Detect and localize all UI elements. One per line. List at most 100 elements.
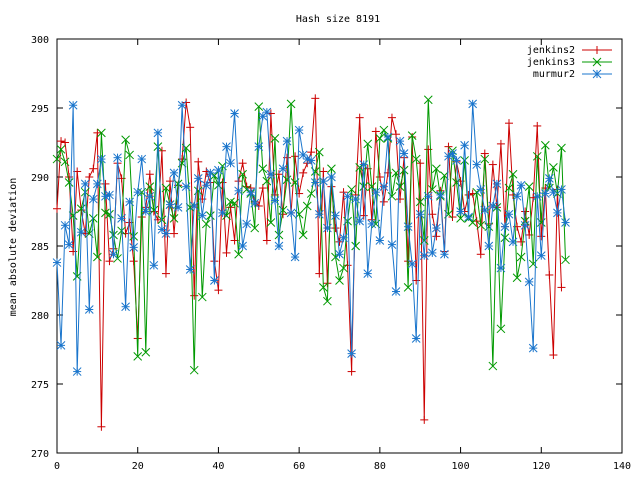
data-point — [484, 241, 494, 251]
data-point — [117, 226, 126, 236]
data-point — [549, 351, 558, 360]
data-point — [262, 107, 272, 117]
data-point — [258, 184, 267, 193]
data-point — [392, 130, 400, 139]
data-point — [88, 194, 98, 204]
data-point — [427, 185, 437, 194]
data-point — [238, 169, 247, 179]
data-point — [423, 191, 433, 201]
data-point — [432, 223, 441, 233]
data-point — [387, 191, 397, 201]
data-point — [517, 237, 526, 246]
data-point — [182, 98, 191, 107]
data-point — [298, 230, 308, 240]
data-point — [335, 249, 344, 259]
data-point — [214, 180, 223, 190]
data-point — [375, 134, 385, 143]
data-point — [452, 178, 461, 187]
data-point — [97, 422, 106, 431]
data-point — [206, 168, 215, 178]
series-line-jenkins2 — [56, 98, 562, 427]
data-point — [464, 190, 473, 199]
data-point — [545, 270, 554, 279]
data-point — [536, 251, 546, 261]
y-tick-label: 285 — [31, 242, 49, 253]
series-jenkins3 — [52, 95, 570, 375]
data-point — [375, 236, 385, 245]
data-point — [549, 162, 558, 172]
data-point — [270, 134, 280, 143]
data-point — [505, 119, 513, 128]
data-point — [524, 277, 534, 287]
data-point — [480, 154, 490, 164]
data-point — [97, 128, 106, 138]
chart-title: Hash size 8191 — [296, 14, 380, 25]
data-point — [521, 207, 530, 216]
data-point — [234, 249, 243, 259]
data-point — [290, 252, 300, 262]
data-point — [396, 195, 405, 204]
data-point — [476, 185, 486, 194]
data-point — [165, 200, 175, 209]
data-point — [101, 179, 110, 188]
data-point — [109, 249, 118, 259]
data-point — [403, 283, 413, 292]
data-point — [339, 188, 348, 197]
y-tick-label: 295 — [31, 104, 49, 115]
data-point — [456, 214, 465, 223]
data-point — [286, 99, 296, 109]
data-point — [214, 165, 223, 175]
data-point — [89, 164, 98, 173]
data-point — [456, 207, 465, 216]
data-point — [355, 216, 365, 226]
data-point — [173, 203, 183, 212]
data-point — [113, 153, 122, 163]
data-point — [274, 241, 284, 251]
data-point — [415, 209, 425, 219]
data-point — [432, 164, 441, 174]
data-point — [238, 241, 247, 251]
data-point — [93, 252, 102, 262]
data-point — [561, 218, 570, 227]
data-point — [319, 283, 328, 292]
data-point — [254, 201, 263, 210]
data-point — [185, 265, 195, 274]
x-tick-label: 20 — [132, 461, 144, 472]
data-point — [210, 276, 219, 285]
series-jenkins2 — [53, 94, 566, 431]
data-point — [137, 154, 147, 164]
data-point — [93, 128, 102, 137]
data-point — [52, 154, 62, 164]
data-point — [557, 143, 566, 153]
data-point — [278, 164, 288, 174]
data-point — [181, 182, 191, 192]
data-point — [532, 151, 542, 161]
data-point — [452, 156, 461, 165]
legend-label-jenkins2: jenkins2 — [527, 45, 575, 56]
series-line-murmur2 — [56, 103, 566, 372]
data-point — [359, 211, 368, 220]
x-tick-label: 120 — [532, 461, 550, 472]
data-point — [335, 276, 344, 285]
data-point — [201, 219, 211, 229]
data-point — [84, 305, 94, 314]
data-point — [310, 178, 320, 187]
data-point — [161, 183, 171, 193]
data-point — [307, 148, 316, 157]
data-point — [250, 223, 260, 233]
data-point — [170, 229, 179, 238]
data-point — [137, 213, 146, 222]
data-point — [496, 263, 506, 273]
data-point — [468, 99, 478, 109]
data-point — [440, 249, 449, 259]
x-tick-label: 80 — [374, 461, 386, 472]
data-point — [56, 145, 66, 154]
data-point — [363, 139, 373, 149]
plot-border — [56, 38, 623, 454]
data-point — [105, 190, 114, 200]
data-point — [347, 367, 356, 376]
data-point — [561, 255, 570, 265]
data-point — [359, 160, 369, 169]
data-point — [537, 232, 546, 241]
data-point — [387, 240, 397, 249]
